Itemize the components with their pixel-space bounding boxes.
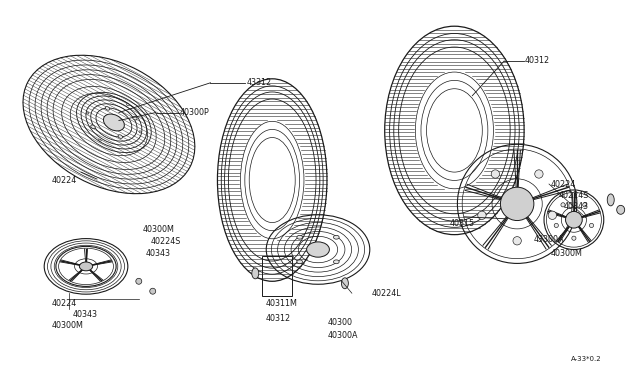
Ellipse shape: [477, 211, 486, 219]
Ellipse shape: [561, 203, 565, 207]
Text: 40343: 40343: [564, 202, 589, 211]
Text: 40300M: 40300M: [551, 249, 583, 258]
Text: 40300: 40300: [328, 318, 353, 327]
Ellipse shape: [105, 106, 109, 110]
Ellipse shape: [139, 131, 141, 133]
Text: 40300M: 40300M: [143, 225, 175, 234]
Ellipse shape: [297, 235, 303, 239]
Ellipse shape: [535, 170, 543, 178]
Text: 40224L: 40224L: [372, 289, 401, 298]
Text: 40224S: 40224S: [559, 192, 589, 201]
Text: 40224: 40224: [551, 180, 576, 189]
Text: 40311M: 40311M: [265, 299, 297, 308]
Text: 40224: 40224: [51, 176, 76, 185]
Text: 40312: 40312: [265, 314, 291, 324]
Ellipse shape: [513, 237, 522, 245]
Ellipse shape: [118, 135, 122, 138]
Text: 40343: 40343: [73, 310, 98, 318]
Ellipse shape: [86, 112, 89, 114]
Ellipse shape: [150, 288, 156, 294]
Ellipse shape: [252, 268, 259, 279]
Text: 43300A: 43300A: [534, 235, 564, 244]
Ellipse shape: [99, 139, 101, 141]
Text: 40300P: 40300P: [180, 108, 209, 117]
Ellipse shape: [307, 242, 330, 257]
Ellipse shape: [582, 203, 587, 207]
Text: 40312: 40312: [525, 57, 550, 65]
Ellipse shape: [136, 278, 142, 284]
Ellipse shape: [127, 104, 129, 106]
Ellipse shape: [341, 278, 348, 289]
Ellipse shape: [333, 260, 339, 264]
Ellipse shape: [548, 211, 557, 219]
Ellipse shape: [104, 114, 124, 131]
Text: 43312: 43312: [246, 78, 271, 87]
Text: 40343: 40343: [146, 249, 171, 258]
Ellipse shape: [500, 187, 534, 221]
Ellipse shape: [333, 235, 339, 239]
Text: 40300A: 40300A: [328, 331, 358, 340]
Bar: [262, 256, 292, 296]
Ellipse shape: [589, 223, 593, 228]
Ellipse shape: [566, 211, 582, 228]
Ellipse shape: [91, 125, 95, 129]
Ellipse shape: [554, 223, 558, 228]
Ellipse shape: [79, 262, 93, 271]
Text: 40300M: 40300M: [51, 321, 83, 330]
Text: 40315: 40315: [449, 219, 475, 228]
Ellipse shape: [607, 194, 614, 206]
Ellipse shape: [297, 260, 303, 264]
Text: A-33*0.2: A-33*0.2: [571, 356, 602, 362]
Ellipse shape: [572, 236, 576, 240]
Text: 40224: 40224: [51, 299, 76, 308]
Ellipse shape: [132, 116, 137, 120]
Text: 40224S: 40224S: [151, 237, 181, 246]
Ellipse shape: [491, 170, 500, 178]
Ellipse shape: [617, 205, 625, 214]
